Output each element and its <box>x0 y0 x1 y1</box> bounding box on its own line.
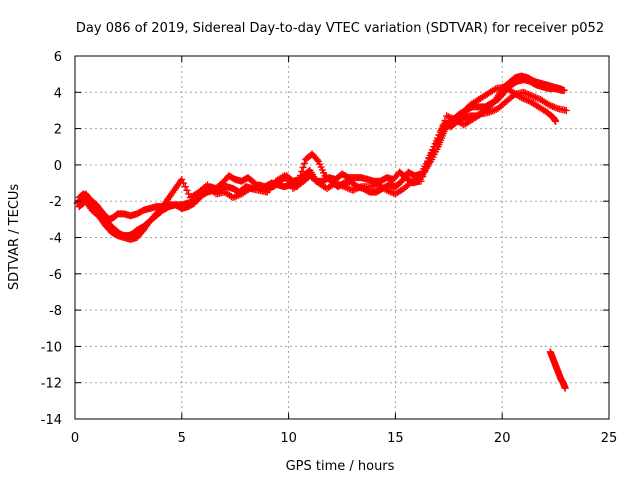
data-point <box>429 146 437 154</box>
data-point <box>313 156 321 164</box>
x-tick-label: 0 <box>71 431 79 446</box>
y-tick-label: 6 <box>54 50 62 65</box>
grid <box>75 56 609 419</box>
data-points <box>73 72 570 392</box>
data-point <box>552 117 560 125</box>
data-point <box>420 168 428 176</box>
data-point <box>426 154 434 162</box>
x-tick-label: 5 <box>178 431 186 446</box>
y-tick-label: 2 <box>54 123 62 138</box>
x-axis-label: GPS time / hours <box>286 459 395 474</box>
y-tick-label: -10 <box>41 340 62 355</box>
series-track-5 <box>546 348 569 392</box>
data-point <box>424 158 432 166</box>
x-tick-label: 15 <box>387 431 404 446</box>
ticks: 0 5 10 15 20 25 -14 -12 -10 -8 -6 -4 -2 0 2 4 6 <box>41 50 618 446</box>
x-tick-label: 20 <box>494 431 511 446</box>
series-track-3 <box>75 88 570 243</box>
data-point <box>436 131 444 139</box>
chart-title: Day 086 of 2019, Sidereal Day-to-day VTE… <box>76 21 604 36</box>
data-point <box>427 150 435 158</box>
data-point <box>431 143 439 151</box>
data-point <box>441 117 449 125</box>
y-tick-label: -8 <box>49 304 62 319</box>
x-tick-label: 10 <box>280 431 297 446</box>
data-point <box>560 86 568 94</box>
data-point <box>181 183 189 191</box>
y-tick-label: 0 <box>54 159 62 174</box>
y-tick-label: -2 <box>49 195 62 210</box>
y-tick-label: -14 <box>41 413 62 428</box>
data-point <box>299 163 307 171</box>
data-point <box>434 135 442 143</box>
data-point <box>180 179 188 187</box>
data-point <box>297 171 305 179</box>
data-point <box>491 97 499 105</box>
y-tick-label: -6 <box>49 268 62 283</box>
data-point <box>561 384 569 392</box>
data-point <box>298 167 306 175</box>
data-point <box>432 139 440 147</box>
data-point <box>419 173 427 181</box>
data-point <box>422 163 430 171</box>
series-track-2 <box>75 72 568 223</box>
data-point <box>178 175 186 183</box>
data-point <box>300 159 308 167</box>
y-tick-label: -12 <box>41 377 62 392</box>
data-point <box>183 186 191 194</box>
x-tick-label: 25 <box>601 431 618 446</box>
data-point <box>562 106 570 114</box>
y-tick-label: -4 <box>49 232 62 247</box>
series-track-4 <box>441 83 560 133</box>
y-axis-label: SDTVAR / TECUs <box>7 184 22 291</box>
data-point <box>417 177 425 185</box>
y-tick-label: 4 <box>54 86 62 101</box>
